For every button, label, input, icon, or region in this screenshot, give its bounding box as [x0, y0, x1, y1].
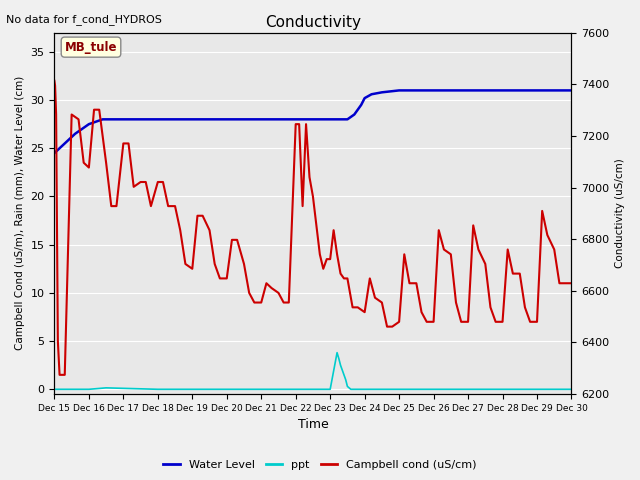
Text: No data for f_cond_HYDROS: No data for f_cond_HYDROS — [6, 14, 163, 25]
Legend: Water Level, ppt, Campbell cond (uS/cm): Water Level, ppt, Campbell cond (uS/cm) — [159, 456, 481, 474]
X-axis label: Time: Time — [298, 419, 328, 432]
Text: MB_tule: MB_tule — [65, 41, 117, 54]
Y-axis label: Campbell Cond (uS/m), Rain (mm), Water Level (cm): Campbell Cond (uS/m), Rain (mm), Water L… — [15, 76, 25, 350]
Y-axis label: Conductivity (uS/cm): Conductivity (uS/cm) — [615, 158, 625, 268]
Title: Conductivity: Conductivity — [265, 15, 361, 30]
